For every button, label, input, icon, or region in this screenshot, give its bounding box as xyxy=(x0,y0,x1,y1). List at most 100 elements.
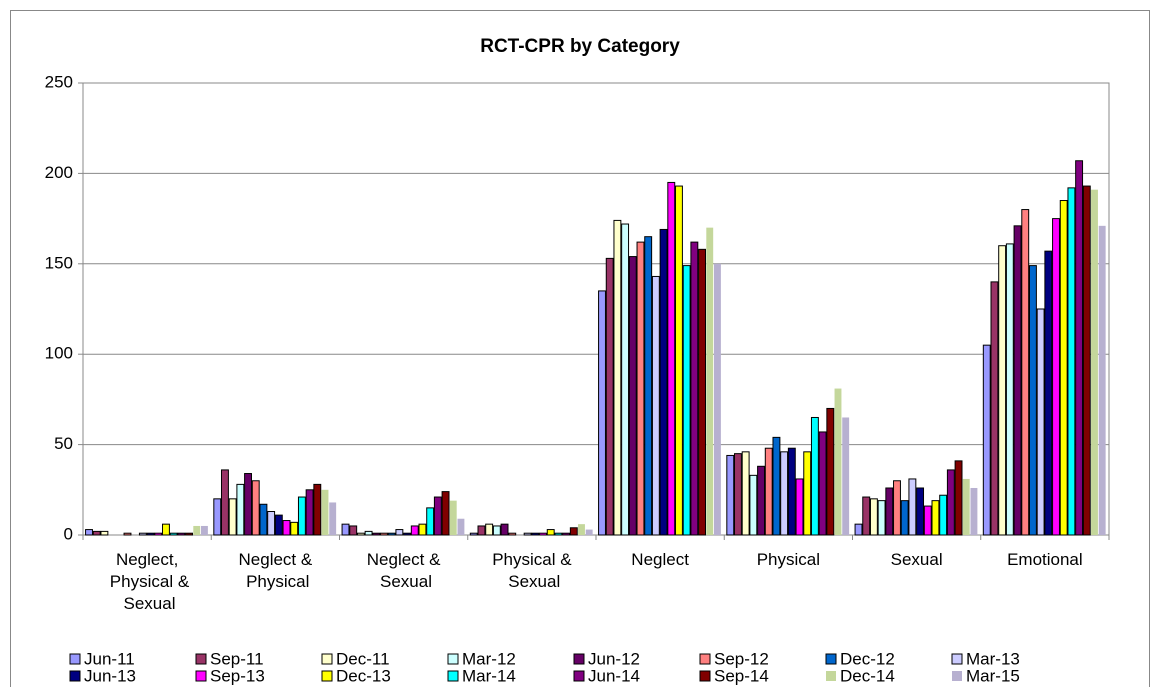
legend-label: Dec-13 xyxy=(336,666,391,685)
legend-label: Jun-12 xyxy=(588,649,640,668)
bar xyxy=(628,256,637,536)
bar xyxy=(916,487,925,536)
bar xyxy=(780,451,789,536)
legend-swatch xyxy=(447,670,459,682)
bar xyxy=(787,447,796,536)
legend-swatch xyxy=(826,671,836,681)
bar xyxy=(636,241,645,536)
legend-swatch xyxy=(699,653,711,665)
bar xyxy=(834,388,842,535)
bar xyxy=(605,257,614,536)
bar xyxy=(305,489,314,536)
legend-label: Dec-12 xyxy=(840,649,895,668)
legend-label: Mar-15 xyxy=(966,666,1020,685)
bar xyxy=(682,265,691,536)
bar xyxy=(1059,200,1068,536)
bar xyxy=(154,532,163,536)
bar xyxy=(818,431,827,536)
legend-label: Sep-12 xyxy=(714,649,769,668)
bar xyxy=(546,529,555,536)
bar xyxy=(449,500,457,535)
bar xyxy=(380,532,388,536)
bar xyxy=(900,500,909,536)
bar xyxy=(267,510,276,536)
legend-label: Sep-14 xyxy=(714,666,769,685)
bar xyxy=(970,487,978,535)
chart-title: RCT-CPR by Category xyxy=(480,36,680,57)
bar xyxy=(998,245,1007,536)
bar xyxy=(441,491,450,536)
legend-swatch xyxy=(195,653,207,665)
bar xyxy=(228,498,237,536)
bar xyxy=(457,518,465,535)
legend-swatch xyxy=(321,653,333,665)
bar xyxy=(675,185,683,536)
legend-swatch xyxy=(825,653,837,665)
bar xyxy=(569,527,578,536)
bar xyxy=(690,241,699,536)
bar xyxy=(1082,185,1091,536)
bar xyxy=(810,416,819,536)
bar xyxy=(185,532,193,536)
bar xyxy=(146,532,155,536)
y-tick-label: 50 xyxy=(54,434,73,453)
legend-label: Mar-12 xyxy=(462,649,516,668)
x-tick-label: Neglect & Physical xyxy=(239,550,313,591)
bar xyxy=(213,498,222,536)
bar xyxy=(726,454,735,536)
x-tick-label: Physical & Sexual xyxy=(492,550,572,591)
legend-label: Sep-11 xyxy=(210,649,264,668)
legend-swatch xyxy=(195,670,207,682)
bar xyxy=(931,500,940,536)
legend-label: Jun-14 xyxy=(588,666,640,685)
bar xyxy=(138,532,147,536)
bar xyxy=(477,525,486,536)
legend-swatch xyxy=(447,653,459,665)
bar xyxy=(313,483,322,536)
x-tick-label: Emotional xyxy=(1007,550,1083,569)
bar xyxy=(492,525,501,536)
bar xyxy=(954,460,963,536)
bar xyxy=(523,532,532,536)
x-tick-label: Neglect xyxy=(631,550,689,569)
bar xyxy=(862,496,871,536)
bar xyxy=(826,407,835,536)
bar xyxy=(1098,225,1106,535)
bar xyxy=(946,469,955,536)
bar xyxy=(585,529,593,535)
bar xyxy=(426,507,435,536)
bar xyxy=(1005,243,1014,536)
bar xyxy=(531,532,540,536)
bar xyxy=(598,290,606,536)
bar xyxy=(562,532,571,536)
bar xyxy=(854,523,863,536)
bar xyxy=(85,529,93,536)
y-tick-label: 200 xyxy=(45,163,73,182)
plot-area xyxy=(82,82,1110,536)
bar xyxy=(321,489,329,535)
bar xyxy=(236,483,245,536)
x-tick-label: Neglect, Physical & Sexual xyxy=(105,550,190,613)
bar xyxy=(282,520,291,536)
bar xyxy=(885,487,894,536)
legend-swatch xyxy=(952,671,962,681)
y-tick-label: 100 xyxy=(45,344,73,363)
bar xyxy=(177,532,186,536)
bar xyxy=(893,480,901,536)
bar xyxy=(508,532,517,536)
legend-label: Dec-14 xyxy=(840,666,895,685)
bar xyxy=(341,523,350,536)
y-tick-label: 150 xyxy=(45,253,73,272)
bar xyxy=(395,529,404,536)
bar xyxy=(749,474,758,536)
bar xyxy=(1044,250,1053,536)
bar xyxy=(842,417,850,535)
bar xyxy=(651,275,660,536)
bar xyxy=(706,227,714,535)
bar xyxy=(939,494,948,536)
legend-label: Jun-13 xyxy=(84,666,136,685)
legend-label: Mar-13 xyxy=(966,649,1020,668)
legend-label: Dec-11 xyxy=(336,649,390,668)
legend-swatch xyxy=(573,670,585,682)
bar xyxy=(1028,265,1037,536)
